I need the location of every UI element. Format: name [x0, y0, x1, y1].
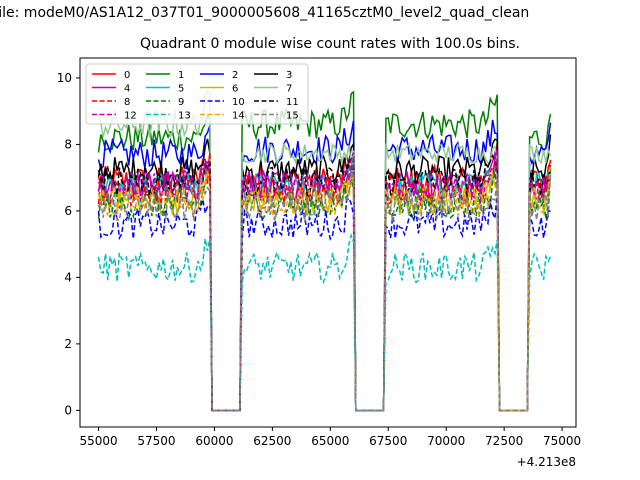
- y-tick-label: 4: [64, 270, 72, 284]
- y-tick-label: 10: [57, 71, 72, 85]
- legend-label-10: 10: [232, 97, 245, 108]
- figure-suptitle: n file: modeM0/AS1A12_037T01_9000005608_…: [0, 5, 530, 21]
- y-tick-label: 2: [64, 337, 72, 351]
- y-tick-label: 8: [64, 137, 72, 151]
- series-line-15: [97, 170, 552, 412]
- series-line-3: [97, 134, 552, 412]
- plot-frame: [79, 57, 577, 428]
- x-tick-label: 70000: [427, 434, 465, 448]
- legend-label-7: 7: [286, 84, 292, 95]
- series-line-10: [97, 194, 551, 412]
- legend-label-9: 9: [178, 97, 184, 108]
- x-tick-label: 72500: [485, 434, 523, 448]
- y-tick-label: 0: [64, 403, 72, 417]
- legend-label-0: 0: [124, 70, 130, 81]
- y-tick-label: 6: [64, 204, 72, 218]
- legend-label-14: 14: [232, 111, 245, 122]
- axis-layer: 55000 57500 60000 62500 65000 67500 70000 72500…: [57, 71, 581, 448]
- x-offset-label: +4.213e8: [517, 455, 576, 469]
- legend-box: [85, 63, 309, 125]
- series-line-1: [97, 90, 552, 412]
- legend-label-11: 11: [286, 97, 299, 108]
- legend-label-13: 13: [178, 111, 191, 122]
- x-tick-label: 65000: [311, 434, 349, 448]
- legend-label-15: 15: [286, 111, 299, 122]
- series-line-11: [97, 153, 552, 412]
- x-tick-label: 62500: [253, 434, 291, 448]
- x-tick-label: 67500: [369, 434, 407, 448]
- x-tick-label: 75000: [543, 434, 581, 448]
- x-tick-label: 60000: [195, 434, 233, 448]
- legend-label-12: 12: [124, 111, 137, 122]
- series-line-2: [97, 119, 552, 412]
- series-layer: [97, 90, 552, 412]
- series-line-13: [97, 232, 552, 412]
- series-line-8: [97, 152, 552, 412]
- legend-label-8: 8: [124, 97, 130, 108]
- legend-label-2: 2: [232, 70, 238, 81]
- x-tick-label: 55000: [79, 434, 117, 448]
- legend-label-5: 5: [178, 84, 184, 95]
- legend-label-1: 1: [178, 70, 184, 81]
- legend-label-4: 4: [124, 84, 130, 95]
- x-tick-label: 57500: [137, 434, 175, 448]
- legend-label-3: 3: [286, 70, 292, 81]
- series-line-12: [97, 149, 551, 412]
- legend-label-6: 6: [232, 84, 238, 95]
- chart-title: Quadrant 0 module wise count rates with …: [140, 36, 520, 52]
